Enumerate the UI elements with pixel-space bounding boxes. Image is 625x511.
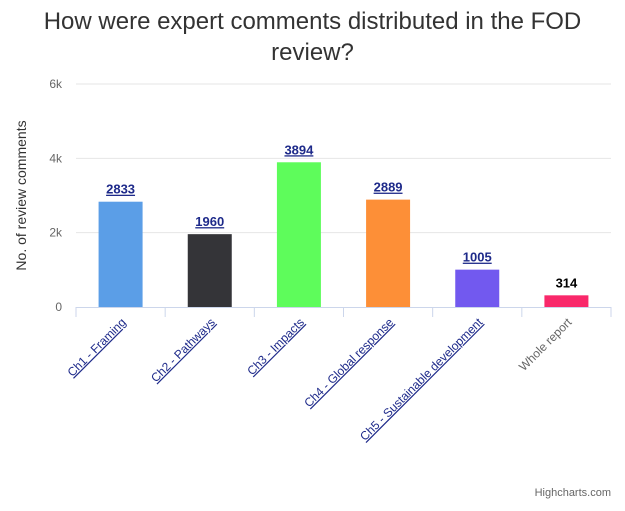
y-axis-title: No. of review comments: [13, 120, 29, 270]
bar[interactable]: [276, 162, 321, 307]
data-label[interactable]: 2889: [374, 180, 403, 195]
x-category-label[interactable]: Ch2 - Pathways: [148, 315, 218, 385]
chart-title: How were expert comments distributed in …: [43, 8, 582, 66]
y-tick-label: 0: [55, 300, 62, 314]
y-tick-label: 6k: [49, 77, 63, 91]
bar[interactable]: [455, 269, 500, 307]
y-tick-label: 4k: [49, 151, 63, 165]
bar[interactable]: [544, 295, 589, 307]
bar[interactable]: [366, 199, 411, 307]
data-label: 314: [556, 275, 578, 290]
y-tick-label: 2k: [49, 226, 63, 240]
x-category-label[interactable]: Ch1 - Framing: [65, 315, 129, 379]
data-label[interactable]: 3894: [284, 142, 314, 157]
x-category-label: Whole report: [516, 315, 575, 374]
bar[interactable]: [98, 201, 143, 307]
x-category-label[interactable]: Ch3 - Impacts: [244, 315, 307, 378]
x-category-label[interactable]: Ch4 - Global response: [301, 315, 396, 410]
bar[interactable]: [187, 234, 232, 307]
data-label[interactable]: 2833: [106, 182, 135, 197]
data-label[interactable]: 1005: [463, 250, 492, 265]
data-label[interactable]: 1960: [195, 214, 224, 229]
credits-link[interactable]: Highcharts.com: [534, 487, 611, 499]
